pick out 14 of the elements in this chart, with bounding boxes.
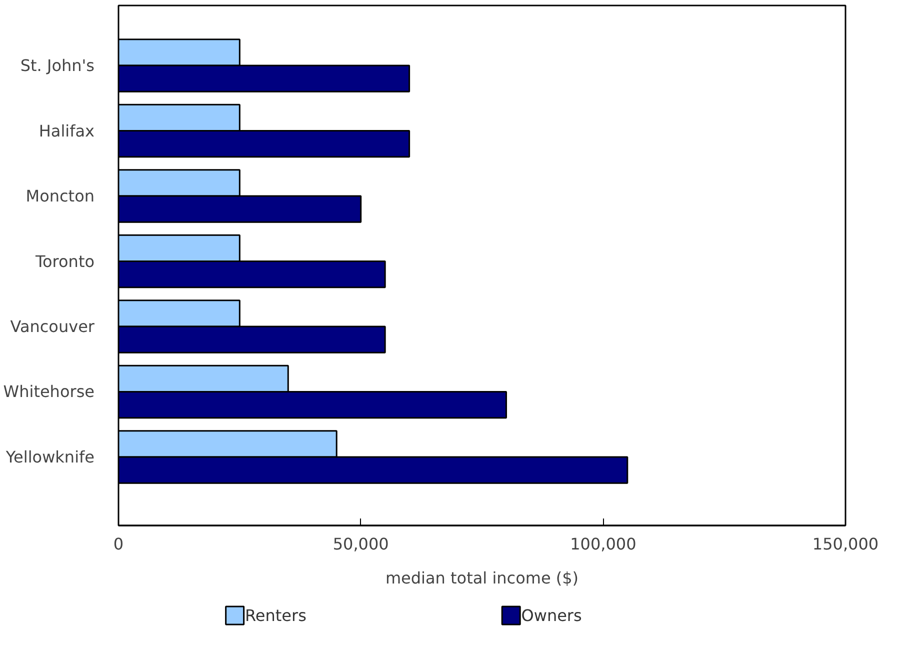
- y-tick-label: Vancouver: [10, 317, 95, 336]
- y-tick-label: Toronto: [34, 252, 94, 271]
- y-tick-label: Moncton: [26, 186, 94, 206]
- x-tick-label: 100,000: [570, 534, 636, 554]
- x-tick-label: 150,000: [812, 534, 879, 554]
- y-tick-label: Halifax: [38, 121, 95, 140]
- y-tick-label: Whitehorse: [3, 382, 95, 402]
- y-tick-label: St. John's: [20, 56, 94, 76]
- legend-label: Owners: [521, 606, 582, 625]
- y-tick-label: Yellowknife: [4, 447, 95, 466]
- x-axis-title: median total income ($): [385, 568, 579, 588]
- x-tick-label: 0: [113, 534, 124, 554]
- legend-label: Renters: [245, 606, 306, 625]
- x-tick-label: 50,000: [332, 534, 389, 554]
